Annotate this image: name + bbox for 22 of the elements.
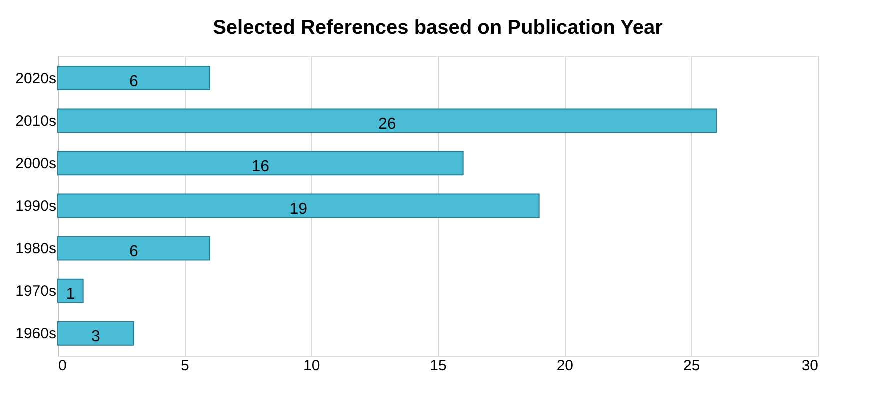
data-label: 1 [66,286,76,304]
data-label: 19 [290,201,308,218]
x-tick-label: 20 [556,358,574,374]
y-tick-label: 1980s [16,240,56,258]
x-tick-label: 30 [802,358,818,374]
x-tick-label: 25 [683,358,700,374]
data-label: 6 [130,73,139,90]
data-label: 3 [92,328,101,346]
y-tick-label: 2010s [16,112,56,130]
y-tick-label: 2000s [16,155,56,172]
data-label: 26 [378,116,396,133]
x-tick-label: 15 [430,358,447,374]
chart-title: Selected References based on Publication Year [213,17,664,39]
data-label: 6 [130,244,139,261]
y-tick-label: 1990s [16,198,56,215]
data-label: 16 [252,158,270,176]
x-tick-label: 0 [58,358,67,374]
y-tick-label: 1960s [16,326,56,343]
x-tick-label: 5 [180,358,190,374]
y-tick-label: 2020s [16,70,56,88]
x-tick-label: 10 [303,358,320,374]
y-tick-label: 1970s [16,283,56,300]
